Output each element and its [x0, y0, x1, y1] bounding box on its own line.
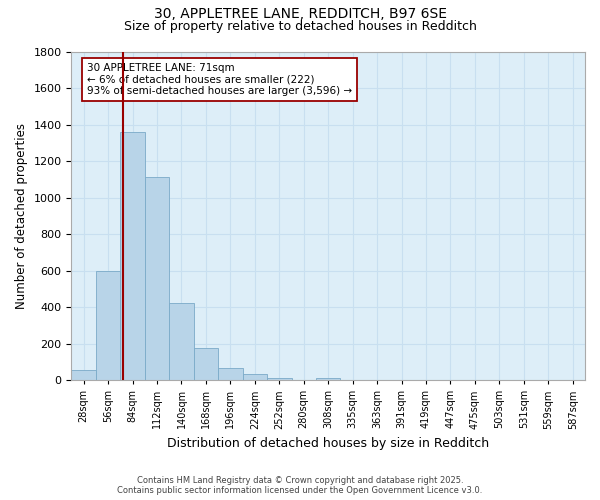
Bar	[194, 348, 218, 380]
Bar	[267, 378, 292, 380]
Bar	[242, 374, 267, 380]
Text: Size of property relative to detached houses in Redditch: Size of property relative to detached ho…	[124, 20, 476, 33]
Bar	[96, 270, 121, 380]
Bar	[169, 304, 194, 380]
Bar	[71, 370, 96, 380]
Text: Contains HM Land Registry data © Crown copyright and database right 2025.
Contai: Contains HM Land Registry data © Crown c…	[118, 476, 482, 495]
Bar	[218, 368, 242, 380]
X-axis label: Distribution of detached houses by size in Redditch: Distribution of detached houses by size …	[167, 437, 489, 450]
Bar	[316, 378, 340, 380]
Bar	[121, 132, 145, 380]
Y-axis label: Number of detached properties: Number of detached properties	[15, 123, 28, 309]
Text: 30, APPLETREE LANE, REDDITCH, B97 6SE: 30, APPLETREE LANE, REDDITCH, B97 6SE	[154, 8, 446, 22]
Bar	[145, 178, 169, 380]
Text: 30 APPLETREE LANE: 71sqm
← 6% of detached houses are smaller (222)
93% of semi-d: 30 APPLETREE LANE: 71sqm ← 6% of detache…	[87, 63, 352, 96]
